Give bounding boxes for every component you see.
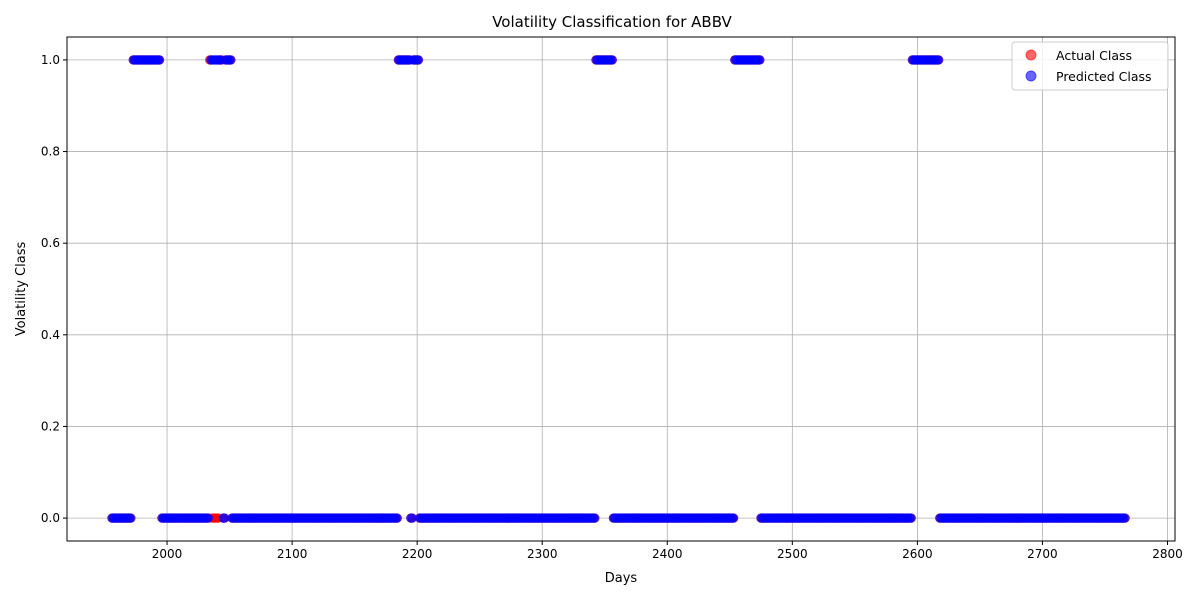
legend: Actual Class Predicted Class: [1011, 41, 1169, 91]
y-tick-label: 0.0: [41, 511, 60, 525]
x-axis-label: Days: [605, 571, 638, 586]
data-point: [126, 513, 136, 523]
x-tick-label: 2800: [1152, 547, 1183, 561]
data-point: [154, 55, 165, 65]
y-tick-label: 0.6: [41, 236, 60, 250]
legend-label-predicted: Predicted Class: [1056, 69, 1152, 84]
data-point: [226, 55, 236, 65]
x-axis-ticks: 2000 2100 2200 2300 2400 2500 2600 2700 2800: [152, 541, 1183, 561]
x-tick-label: 2600: [902, 547, 933, 561]
y-tick-label: 0.4: [41, 328, 60, 342]
plot-area-frame: [66, 36, 1176, 542]
x-tick-label: 2700: [1027, 547, 1058, 561]
legend-marker-actual: [1025, 49, 1037, 61]
data-point: [590, 513, 600, 523]
grid-lines: [67, 37, 1175, 541]
x-tick-label: 2300: [527, 547, 558, 561]
legend-label-actual: Actual Class: [1056, 48, 1132, 63]
data-point: [906, 513, 916, 523]
x-tick-label: 2200: [402, 547, 433, 561]
series-actual: [107, 55, 1130, 523]
y-tick-label: 0.2: [41, 419, 60, 433]
y-tick-label: 0.8: [41, 145, 60, 159]
x-tick-label: 2000: [152, 547, 183, 561]
data-point: [728, 513, 739, 523]
x-tick-label: 2400: [652, 547, 683, 561]
y-axis-ticks: 0.0 0.2 0.4 0.6 0.8 1.0: [41, 53, 67, 525]
legend-box: [1011, 41, 1169, 91]
y-tick-label: 1.0: [41, 53, 60, 67]
data-point: [755, 55, 765, 65]
y-axis-label: Volatility Class: [14, 242, 29, 337]
data-point: [203, 513, 214, 523]
data-point: [413, 55, 424, 65]
x-tick-label: 2500: [777, 547, 808, 561]
chart-title: Volatility Classification for ABBV: [492, 13, 732, 31]
legend-marker-predicted: [1025, 70, 1037, 82]
x-tick-label: 2100: [277, 547, 308, 561]
data-point: [607, 55, 617, 65]
series-predicted: [107, 55, 1130, 523]
data-point: [392, 513, 402, 523]
data-point: [933, 55, 944, 65]
data-point: [1120, 513, 1130, 523]
data-points: [107, 55, 1130, 523]
